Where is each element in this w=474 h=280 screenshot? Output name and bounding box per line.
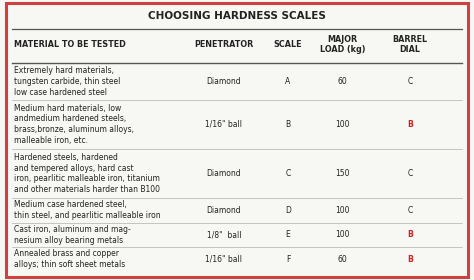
Text: B: B	[407, 230, 413, 239]
Text: Cast iron, aluminum and mag-
nesium alloy bearing metals: Cast iron, aluminum and mag- nesium allo…	[14, 225, 130, 245]
Text: Hardened steels, hardened
and tempered alloys, hard cast
iron, pearlitic malleab: Hardened steels, hardened and tempered a…	[14, 153, 160, 194]
Text: B: B	[407, 255, 413, 264]
Text: 100: 100	[335, 230, 350, 239]
Text: Extremely hard materials,
tungsten carbide, thin steel
low case hardened steel: Extremely hard materials, tungsten carbi…	[14, 66, 120, 97]
Text: 1/8"  ball: 1/8" ball	[207, 230, 241, 239]
Text: MAJOR
LOAD (kg): MAJOR LOAD (kg)	[320, 35, 365, 55]
Text: 1/16" ball: 1/16" ball	[205, 255, 243, 264]
Text: 150: 150	[335, 169, 350, 178]
Text: B: B	[407, 120, 413, 129]
Text: 60: 60	[337, 255, 347, 264]
Text: MATERIAL TO BE TESTED: MATERIAL TO BE TESTED	[14, 40, 126, 49]
Text: 100: 100	[335, 206, 350, 215]
Text: SCALE: SCALE	[273, 40, 302, 49]
Text: C: C	[285, 169, 291, 178]
Text: E: E	[285, 230, 291, 239]
Text: B: B	[285, 120, 291, 129]
Text: F: F	[286, 255, 290, 264]
Text: PENETRATOR: PENETRATOR	[194, 40, 254, 49]
Text: 60: 60	[337, 77, 347, 86]
Text: A: A	[285, 77, 291, 86]
Text: C: C	[407, 169, 413, 178]
Text: 100: 100	[335, 120, 350, 129]
Text: C: C	[407, 77, 413, 86]
Text: Diamond: Diamond	[207, 206, 241, 215]
Text: Medium hard materials, low
andmedium hardened steels,
brass,bronze, aluminum all: Medium hard materials, low andmedium har…	[14, 104, 134, 145]
Text: Diamond: Diamond	[207, 169, 241, 178]
Text: 1/16" ball: 1/16" ball	[205, 120, 243, 129]
Text: Medium case hardened steel,
thin steel, and pearlitic malleable iron: Medium case hardened steel, thin steel, …	[14, 200, 160, 220]
Text: C: C	[407, 206, 413, 215]
FancyBboxPatch shape	[6, 3, 468, 277]
Text: BARREL
DIAL: BARREL DIAL	[392, 35, 428, 55]
Text: Diamond: Diamond	[207, 77, 241, 86]
Text: D: D	[285, 206, 291, 215]
Text: CHOOSING HARDNESS SCALES: CHOOSING HARDNESS SCALES	[148, 11, 326, 21]
Text: Annealed brass and copper
alloys; thin soft sheet metals: Annealed brass and copper alloys; thin s…	[14, 249, 125, 269]
